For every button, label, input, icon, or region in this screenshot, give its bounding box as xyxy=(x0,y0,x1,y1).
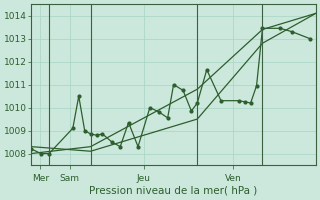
X-axis label: Pression niveau de la mer( hPa ): Pression niveau de la mer( hPa ) xyxy=(90,186,258,196)
